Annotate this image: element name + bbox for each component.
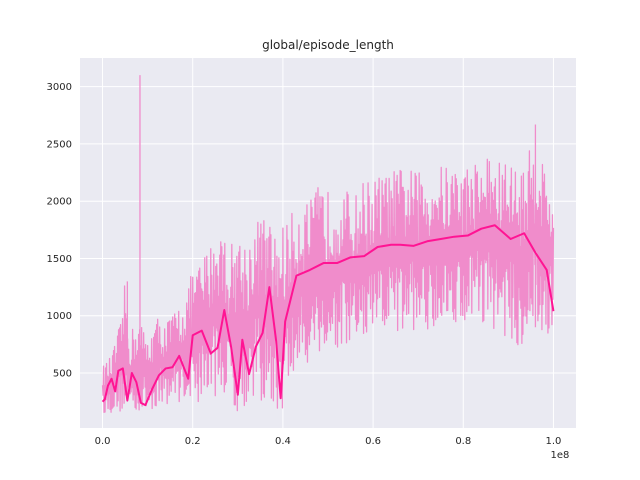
- x-tick-label: 1.0: [546, 436, 562, 447]
- smoothed-series-line: [101, 224, 555, 407]
- x-tick-label: 0.4: [275, 436, 291, 447]
- x-tick-label: 0.0: [95, 436, 111, 447]
- raw-series: [101, 75, 555, 413]
- y-tick-label: 3000: [47, 82, 72, 93]
- raw-series-line: [101, 150, 555, 413]
- x-tick-label: 0.2: [185, 436, 201, 447]
- y-axis-ticks: 500 1000 1500 2000 2500 3000: [47, 82, 72, 379]
- y-tick-label: 2000: [47, 197, 72, 208]
- chart-title: global/episode_length: [262, 38, 394, 52]
- x-axis-offset-label: 1e8: [551, 450, 570, 461]
- y-tick-label: 1000: [47, 311, 72, 322]
- y-tick-label: 500: [53, 369, 72, 380]
- y-tick-label: 2500: [47, 139, 72, 150]
- x-axis-ticks: 0.0 0.2 0.4 0.6 0.8 1.0: [95, 436, 562, 447]
- smoothed-series: [101, 224, 555, 407]
- x-tick-label: 0.8: [455, 436, 471, 447]
- x-tick-label: 0.6: [365, 436, 381, 447]
- y-tick-label: 1500: [47, 254, 72, 265]
